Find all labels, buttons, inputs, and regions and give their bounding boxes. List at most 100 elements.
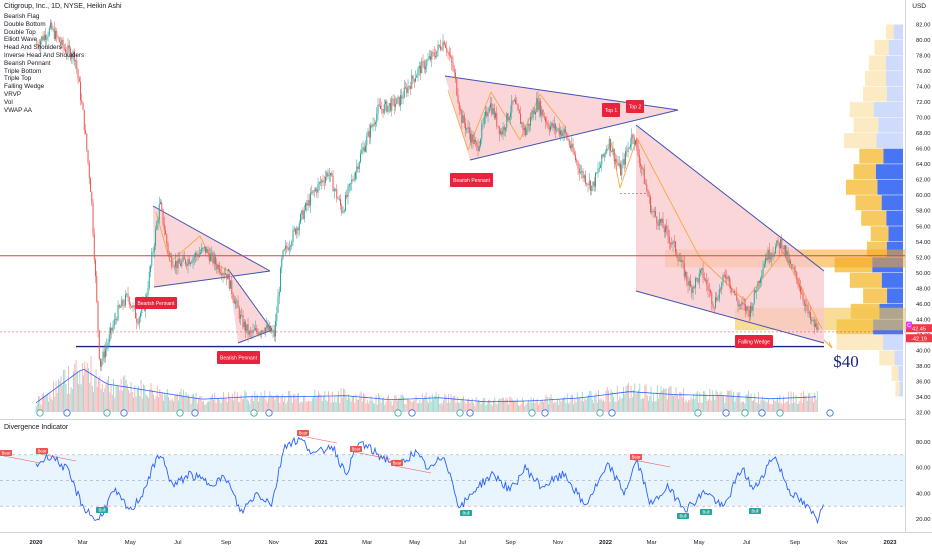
dividend-marker-circle (265, 409, 273, 417)
candle-body (637, 145, 639, 155)
candle-body (66, 52, 68, 54)
indicator-item[interactable]: Triple Top (4, 75, 32, 83)
candle-body (510, 112, 512, 118)
candle-body (686, 271, 688, 281)
volume-bar (725, 395, 727, 412)
volume-bar (403, 396, 404, 412)
volume-bar (654, 401, 656, 412)
volume-bar (268, 398, 269, 412)
indicator-item[interactable]: Triple Bottom (4, 67, 42, 75)
volume-bar (238, 402, 239, 412)
volume-bar (614, 401, 616, 412)
volume-bar (136, 388, 138, 412)
volume-bar (698, 402, 699, 412)
volume-bar (734, 401, 736, 412)
volume-bar (408, 399, 409, 412)
volume-bar (236, 392, 238, 412)
volume-bar (115, 385, 117, 412)
candle-body (107, 342, 109, 346)
candle-body (503, 126, 505, 131)
candle-body (422, 61, 424, 62)
volume-bar (105, 382, 107, 412)
candle-body (557, 128, 559, 130)
indicator-item[interactable]: Vol (4, 98, 13, 106)
volume-bar (566, 393, 568, 412)
pattern-zigzag (169, 235, 201, 263)
volume-bar (650, 386, 652, 412)
volume-bar (133, 397, 134, 412)
candle-body (448, 52, 450, 56)
candle-body (817, 327, 819, 330)
candle-body (703, 277, 705, 280)
candle-body (782, 248, 784, 250)
volume-bar (61, 385, 63, 412)
indicator-item[interactable]: Elliott Wave (4, 36, 38, 44)
candle-body (337, 198, 339, 200)
indicator-item[interactable]: Falling Wedge (4, 83, 45, 91)
candle-body (600, 164, 602, 168)
candle-body (370, 125, 372, 138)
volume-bar (255, 395, 257, 412)
volume-bar (744, 403, 746, 412)
candle-body (816, 323, 818, 330)
volume-bar (109, 392, 111, 412)
volume-bar (469, 402, 471, 412)
volume-bar (508, 404, 509, 412)
indicator-item[interactable]: Double Top (4, 28, 36, 36)
volume-bar (558, 404, 559, 412)
volume-bar (130, 382, 132, 412)
candle-body (386, 101, 388, 112)
candle-body (771, 254, 773, 259)
indicator-item[interactable]: Inverse Head And Shoulders (4, 51, 85, 59)
volume-bar (659, 392, 661, 412)
candle-body (306, 203, 308, 206)
volume-bar (233, 400, 234, 412)
volume-bar (685, 399, 687, 412)
vrvp-up-bar (885, 55, 903, 71)
volume-bar (663, 388, 664, 412)
indicator-item[interactable]: VRVP (4, 90, 22, 98)
volume-bar (418, 402, 419, 412)
indicator-list[interactable]: Bearish Flag Double Bottom Double Top Ellio… (4, 13, 84, 114)
volume-bar (745, 394, 747, 412)
candle-body (431, 52, 433, 60)
pennant-lower-line (153, 270, 271, 288)
candle-body (702, 268, 704, 278)
candle-body (341, 205, 343, 213)
candle-body (175, 260, 177, 267)
candle-body (560, 130, 562, 135)
volume-bar (729, 390, 731, 412)
candle-body (790, 260, 792, 264)
volume-bar (71, 388, 73, 412)
volume-bar (401, 394, 403, 412)
volume-bar (785, 401, 787, 412)
volume-bar (694, 398, 696, 412)
volume-bar (733, 391, 734, 412)
candle-body (662, 219, 664, 229)
volume-bar (756, 402, 758, 412)
indicator-item[interactable]: VWAP AA (4, 106, 32, 114)
volume-bar (546, 396, 548, 412)
candle-body (271, 331, 273, 333)
candle-body (235, 301, 237, 304)
vrvp-up-bar (898, 365, 903, 381)
candle-body (365, 145, 367, 152)
volume-bar (476, 401, 478, 412)
indicator-item[interactable]: Double Bottom (4, 20, 46, 28)
candle-body (791, 263, 793, 268)
candle-body (390, 103, 392, 111)
volume-bar (503, 397, 504, 412)
indicator-item[interactable]: Bearish Pennant (4, 59, 51, 67)
indicator-item[interactable]: Head And Shoulders (4, 44, 62, 52)
candle-body (171, 256, 173, 266)
volume-bar (234, 391, 236, 412)
indicator-item[interactable]: Bearish Flag (4, 13, 40, 20)
candle-body (156, 222, 158, 230)
candle-body (441, 49, 443, 51)
volume-bar (619, 396, 621, 412)
candle-body (68, 45, 70, 49)
candle-body (712, 303, 714, 308)
candle-body (41, 36, 43, 41)
